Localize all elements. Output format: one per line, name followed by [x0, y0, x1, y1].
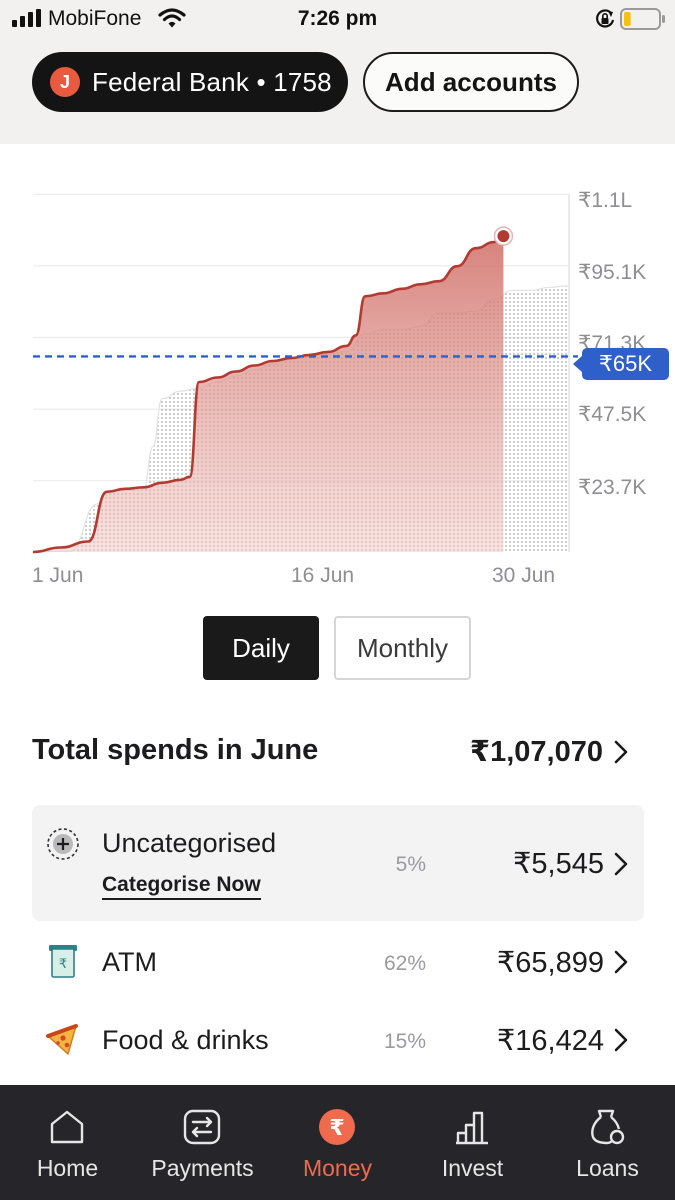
category-row-uncategorised[interactable]: Uncategorised Categorise Now 5% ₹5,545 [32, 805, 644, 921]
nav-label: Home [36, 1155, 99, 1181]
loan-bag-icon [591, 1109, 625, 1145]
category-name: ATM [102, 947, 157, 977]
signal-icon [12, 9, 41, 27]
category-percent: 15% [383, 1030, 426, 1053]
svg-text:₹: ₹ [329, 1116, 344, 1141]
wifi-icon [158, 8, 186, 28]
y-tick-label: ₹23.7K [578, 476, 647, 499]
x-tick-label: 16 Jun [291, 564, 355, 587]
current-month-area [33, 236, 504, 552]
daily-toggle-button[interactable]: Daily [203, 616, 319, 680]
category-amount: ₹16,424 [496, 1025, 604, 1057]
chevron-right-icon [614, 852, 628, 876]
battery-icon [620, 8, 665, 30]
bottom-nav: Home Payments ₹ Money Invest Loans [0, 1085, 675, 1200]
status-bar: MobiFone 7:26 pm [0, 0, 675, 40]
plus-circle-icon [47, 828, 79, 860]
nav-item-home[interactable]: Home [0, 1085, 135, 1200]
reference-badge: ₹65K [573, 348, 669, 380]
account-label: Federal Bank • 1758 [92, 66, 332, 97]
rupee-icon: ₹ [319, 1109, 355, 1145]
category-name: Uncategorised [102, 828, 277, 858]
current-point-marker [497, 230, 510, 243]
account-bar: J Federal Bank • 1758 Add accounts [0, 40, 675, 144]
current-month-line [32, 234, 504, 554]
nav-label: Loans [576, 1155, 639, 1181]
category-name: Food & drinks [102, 1025, 269, 1055]
nav-label: Invest [441, 1155, 504, 1181]
svg-text:₹: ₹ [59, 957, 67, 972]
spend-chart-area: ₹1.1L ₹95.1K ₹71.3K ₹47.5K ₹23.7K 1 Jun … [0, 144, 675, 599]
x-tick-label: 1 Jun [32, 564, 84, 587]
y-tick-label: ₹47.5K [578, 403, 647, 426]
account-selector[interactable]: J Federal Bank • 1758 [32, 52, 348, 112]
nav-label: Payments [151, 1155, 254, 1181]
category-row-atm[interactable]: ₹ ATM 62% ₹65,899 [32, 930, 644, 996]
carrier-name: MobiFone [48, 7, 142, 30]
pizza-icon [46, 1024, 78, 1055]
nav-item-payments[interactable]: Payments [135, 1085, 270, 1200]
x-tick-label: 30 Jun [492, 564, 556, 587]
rotation-lock-icon [596, 9, 615, 28]
categorise-now-link[interactable]: Categorise Now [102, 873, 261, 900]
y-tick-label: ₹95.1K [578, 261, 647, 284]
category-percent: 62% [383, 952, 426, 975]
home-icon [50, 1110, 84, 1144]
add-accounts-button[interactable]: Add accounts [363, 52, 579, 112]
payments-icon [183, 1109, 221, 1145]
nav-item-loans[interactable]: Loans [540, 1085, 675, 1200]
category-row-food[interactable]: Food & drinks 15% ₹16,424 [32, 1008, 644, 1074]
monthly-toggle-button[interactable]: Monthly [334, 616, 471, 680]
total-spends-amount: ₹1,07,070 [469, 736, 603, 768]
y-tick-label: ₹1.1L [578, 189, 633, 212]
category-amount: ₹5,545 [512, 848, 604, 880]
category-percent: 5% [395, 853, 426, 876]
nav-label: Money [302, 1155, 373, 1181]
bank-logo: J [50, 67, 80, 97]
chevron-right-icon [614, 740, 628, 764]
nav-item-invest[interactable]: Invest [405, 1085, 540, 1200]
chevron-right-icon [614, 1028, 628, 1052]
atm-icon: ₹ [49, 945, 77, 978]
spend-chart [32, 193, 578, 554]
nav-item-money[interactable]: ₹ Money [270, 1085, 405, 1200]
category-amount: ₹65,899 [496, 947, 604, 979]
chevron-right-icon [614, 950, 628, 974]
total-spends-title: Total spends in June [32, 734, 319, 766]
clock: 7:26 pm [297, 7, 378, 30]
bar-chart-icon [456, 1111, 488, 1145]
